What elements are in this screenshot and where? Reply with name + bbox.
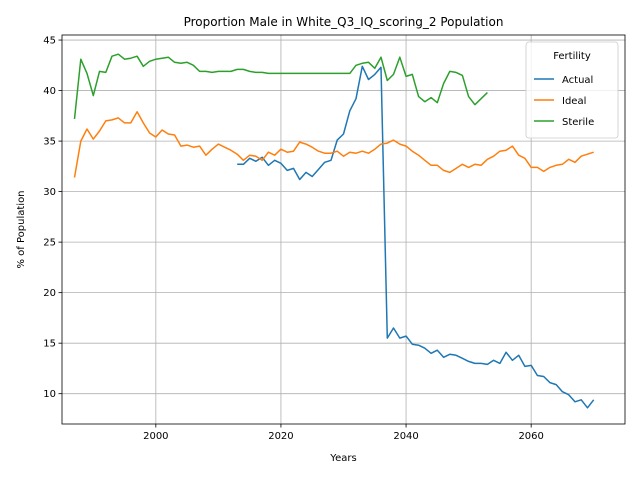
y-tick-label: 35 [43,137,56,148]
x-tick-label: 2020 [268,431,293,442]
x-tick-label: 2060 [518,431,543,442]
chart-title: Proportion Male in White_Q3_IQ_scoring_2… [184,15,504,29]
series-line-sterile [73,53,488,119]
legend-label-ideal: Ideal [562,96,586,107]
y-tick-label: 30 [43,187,56,198]
x-axis-label: Years [329,453,356,464]
x-tick-label: 2000 [143,431,168,442]
y-tick-label: 45 [43,36,56,47]
y-axis-label: % of Population [16,190,27,268]
x-tick-label: 2040 [393,431,418,442]
plot-frame [61,34,626,425]
y-tick-label: 15 [43,339,56,350]
legend-box [525,41,619,139]
y-tick-label: 25 [43,238,56,249]
y-tick-label: 10 [43,389,56,400]
legend-title: Fertility [553,51,591,62]
legend: Fertility Actual Ideal Sterile [525,41,619,139]
series-line-actual [237,65,595,409]
legend-label-sterile: Sterile [562,117,594,128]
y-tick-label: 40 [43,86,56,97]
legend-label-actual: Actual [562,75,593,86]
series-lines [73,53,595,409]
y-tick-label: 20 [43,288,56,299]
axis-ticks: 2000 2020 2040 2060 10 15 20 25 30 35 40 45 [43,36,544,442]
series-line-ideal [73,111,594,178]
legend-items: Actual Ideal Sterile [534,75,594,128]
